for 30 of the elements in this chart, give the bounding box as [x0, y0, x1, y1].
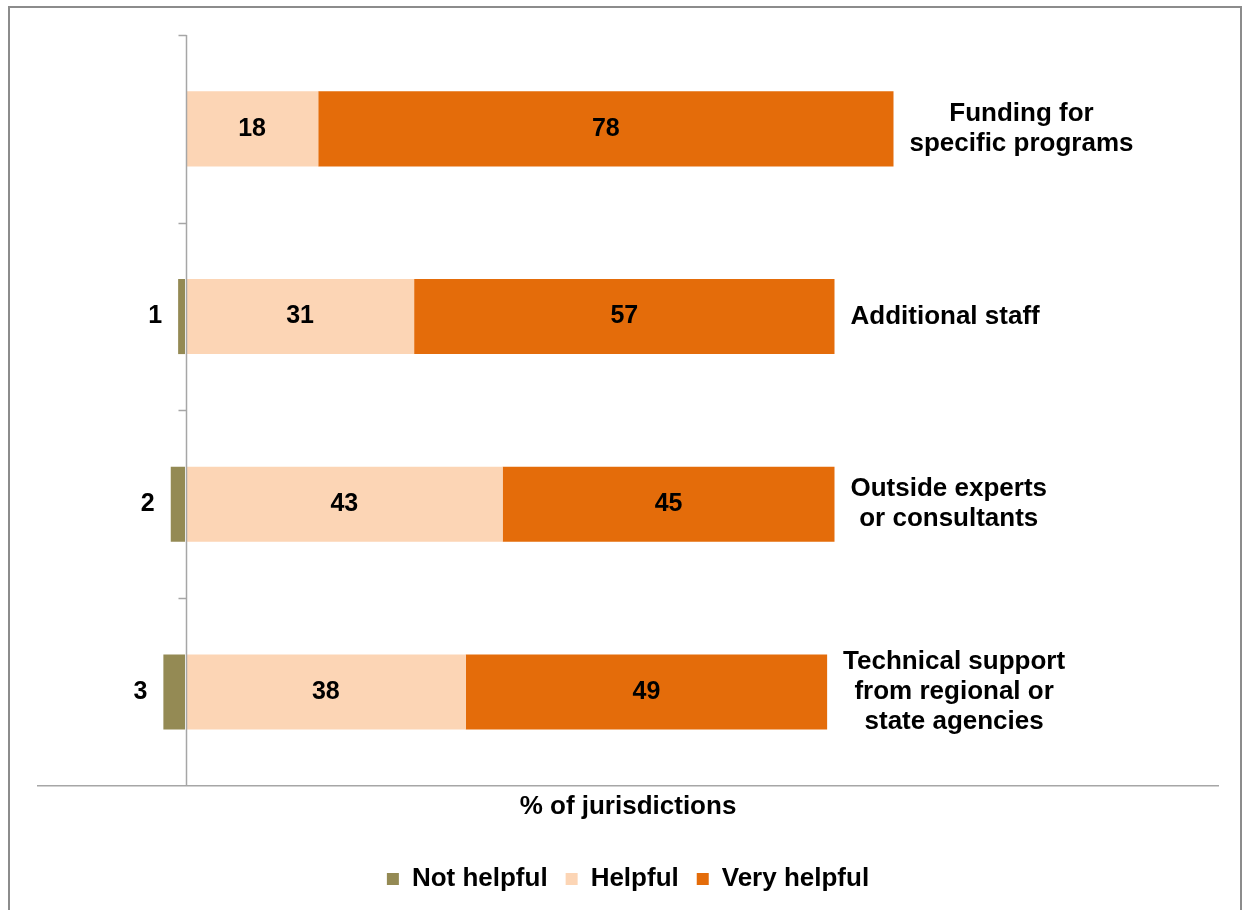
bar: [186, 279, 415, 355]
bar: [502, 466, 835, 542]
bar: [414, 279, 835, 355]
bar: [186, 654, 466, 730]
data-label: 43: [330, 488, 359, 517]
bar: [318, 91, 894, 167]
data-label: 45: [654, 488, 683, 517]
bar: [170, 466, 185, 542]
annotation: 3: [133, 675, 148, 704]
x-axis-title: % of jurisdictions: [519, 789, 737, 820]
data-label: 49: [632, 675, 661, 704]
y-tick-label: Funding for specific programs: [909, 97, 1134, 158]
bar: [465, 654, 828, 730]
bar: [186, 91, 319, 167]
y-tick-label: Outside experts or consultants: [850, 472, 1048, 533]
data-label: 38: [311, 675, 340, 704]
legend-label: Helpful: [590, 862, 679, 893]
legend-label: Very helpful: [721, 862, 870, 893]
bar: [163, 654, 185, 730]
data-label: 57: [610, 300, 639, 329]
bar: [186, 466, 503, 542]
annotation: 1: [148, 300, 163, 329]
data-label: 78: [591, 112, 620, 141]
legend-label: Not helpful: [411, 862, 548, 893]
y-tick-label: Technical support from regional or state agencies: [843, 645, 1066, 736]
data-label: 31: [286, 300, 315, 329]
data-label: 18: [238, 112, 267, 141]
bar: [178, 279, 185, 355]
annotation: 2: [140, 488, 155, 517]
y-tick-label: Additional staff: [850, 299, 1041, 330]
